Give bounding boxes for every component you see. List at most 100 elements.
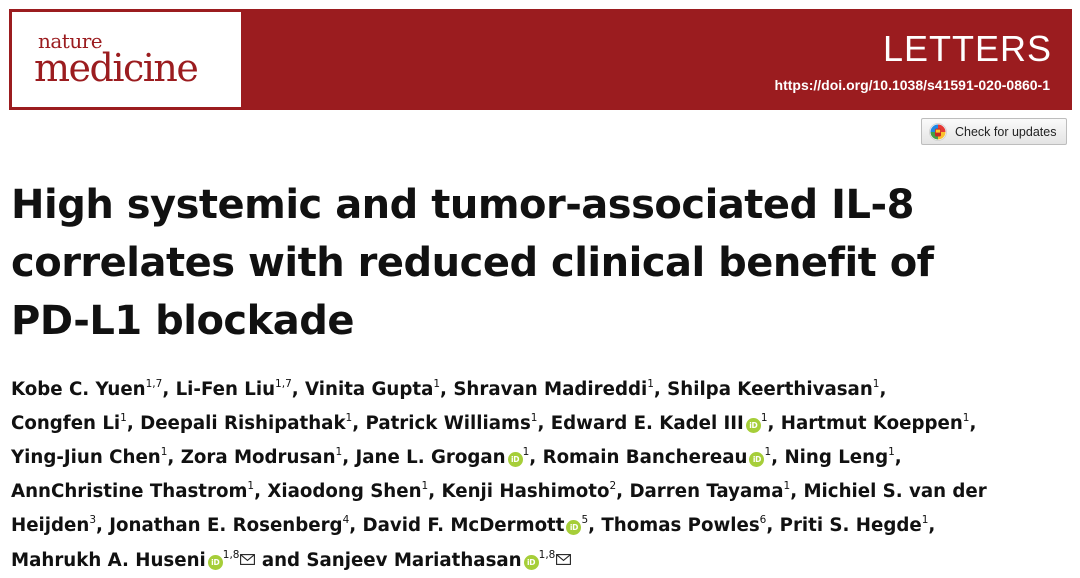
author-name[interactable]: Jonathan E. Rosenberg4	[109, 515, 349, 536]
orcid-icon[interactable]: iD	[745, 418, 761, 433]
affiliation-superscript: 1	[760, 412, 768, 424]
author-name[interactable]: Vinita Gupta1	[305, 379, 440, 400]
author-name[interactable]: Heijden3	[11, 515, 96, 536]
author-name-text: Thomas Powles	[601, 515, 760, 536]
author-name-text: Romain Banchereau	[542, 447, 748, 468]
author-name[interactable]: Ying-Jiun Chen1	[11, 447, 167, 468]
affiliation-superscript: 1	[764, 446, 772, 458]
email-icon[interactable]	[240, 543, 256, 565]
author-name[interactable]: Zora Modrusan1	[181, 447, 343, 468]
author-name-text: Michiel S. van der	[803, 481, 987, 502]
author-name[interactable]: Jane L. Grogan iD1	[355, 447, 529, 468]
author-name-text: David F. McDermott	[362, 515, 565, 536]
author-name[interactable]: Edward E. Kadel III iD1	[551, 413, 768, 434]
separator: ,	[653, 379, 661, 400]
title-line: PD-L1 blockade	[11, 298, 355, 344]
author-name[interactable]: Darren Tayama1	[629, 481, 790, 502]
author-name[interactable]: Kenji Hashimoto2	[441, 481, 616, 502]
email-icon[interactable]	[556, 543, 572, 565]
orcid-icon[interactable]: iD	[507, 452, 523, 467]
author-name-text: Xiaodong Shen	[267, 481, 422, 502]
author-name-text: Congfen Li	[11, 413, 121, 434]
affiliation-superscript: 6	[759, 514, 767, 526]
separator: ,	[766, 515, 774, 536]
title-line: correlates with reduced clinical benefit…	[11, 240, 934, 286]
separator: ,	[342, 447, 350, 468]
separator: ,	[928, 515, 936, 536]
check-for-updates-label: Check for updates	[955, 124, 1057, 139]
author-name-text: Li-Fen Liu	[175, 379, 276, 400]
affiliation-superscript: 3	[89, 514, 97, 526]
orcid-icon[interactable]: iD	[523, 555, 539, 570]
author-name-text: Priti S. Hegde	[779, 515, 922, 536]
separator: ,	[96, 515, 103, 536]
author-name[interactable]: Congfen Li1	[11, 413, 127, 434]
author-name[interactable]: Mahrukh A. Huseni iD1,8	[11, 549, 256, 571]
affiliation-superscript: 1	[433, 378, 441, 390]
author-name[interactable]: AnnChristine Thastrom1	[11, 481, 254, 502]
logo-medicine-text: medicine	[34, 46, 199, 90]
author-line: Kobe C. Yuen1,7, Li-Fen Liu1,7, Vinita G…	[11, 373, 1071, 407]
affiliation-superscript: 1	[647, 378, 654, 390]
affiliation-superscript: 1	[120, 412, 127, 424]
author-name-text: Mahrukh A. Huseni	[11, 550, 206, 571]
author-name[interactable]: Xiaodong Shen1	[267, 481, 428, 502]
author-name[interactable]: Deepali Rishipathak1	[140, 413, 352, 434]
author-name-text: Shravan Madireddi	[453, 379, 648, 400]
author-name[interactable]: Shravan Madireddi1	[453, 379, 654, 400]
affiliation-superscript: 1	[421, 480, 429, 492]
author-name-text: Sanjeev Mariathasan	[306, 550, 522, 571]
separator: ,	[167, 447, 175, 468]
author-line: AnnChristine Thastrom1, Xiaodong Shen1, …	[11, 475, 1071, 509]
author-name[interactable]: Michiel S. van der	[803, 481, 986, 502]
author-name[interactable]: Romain Banchereau iD1	[543, 447, 772, 468]
separator: ,	[352, 413, 360, 434]
author-name-text: Patrick Williams	[365, 413, 531, 434]
section-label: LETTERS	[882, 28, 1052, 69]
separator: and	[255, 550, 301, 571]
journal-logo[interactable]: nature medicine	[12, 12, 241, 107]
author-name[interactable]: Ning Leng1	[784, 447, 894, 468]
orcid-icon[interactable]: iD	[749, 452, 765, 467]
affiliation-superscript: 1	[888, 446, 895, 458]
author-name[interactable]: David F. McDermott iD5	[363, 515, 589, 536]
separator: ,	[894, 447, 902, 468]
author-name-text: Shilpa Keerthivasan	[667, 379, 873, 400]
author-name[interactable]: Sanjeev Mariathasan iD1,8	[306, 550, 572, 571]
separator: ,	[291, 379, 299, 400]
affiliation-superscript: 1	[962, 412, 970, 424]
separator: ,	[428, 481, 436, 502]
affiliation-superscript: 1	[335, 446, 343, 458]
doi-link[interactable]: https://doi.org/10.1038/s41591-020-0860-…	[774, 77, 1050, 93]
separator: ,	[969, 413, 977, 434]
orcid-icon[interactable]: iD	[566, 520, 582, 535]
author-name[interactable]: Hartmut Koeppen1	[781, 413, 970, 434]
author-name-text: Zora Modrusan	[180, 447, 336, 468]
author-name[interactable]: Kobe C. Yuen1,7	[11, 379, 162, 400]
author-line: Heijden3, Jonathan E. Rosenberg4, David …	[11, 509, 1071, 543]
author-name-text: Vinita Gupta	[305, 379, 434, 400]
author-name-text: Kenji Hashimoto	[441, 481, 610, 502]
affiliation-superscript: 2	[609, 480, 617, 492]
separator: ,	[126, 413, 134, 434]
author-line: Mahrukh A. Huseni iD1,8 and Sanjeev Maria…	[11, 543, 1071, 578]
author-name-text: AnnChristine Thastrom	[11, 481, 248, 502]
author-name[interactable]: Patrick Williams1	[366, 413, 538, 434]
author-name[interactable]: Li-Fen Liu1,7	[176, 379, 292, 400]
affiliation-superscript: 1	[872, 378, 880, 390]
journal-banner: nature medicine LETTERS https://doi.org/…	[9, 9, 1072, 110]
author-name[interactable]: Shilpa Keerthivasan1	[667, 379, 879, 400]
author-list: Kobe C. Yuen1,7, Li-Fen Liu1,7, Vinita G…	[11, 373, 1071, 578]
article-title: High systemic and tumor-associated IL-8 …	[11, 176, 1011, 350]
check-for-updates-button[interactable]: Check for updates	[921, 118, 1067, 145]
author-name-text: Ning Leng	[784, 447, 889, 468]
affiliation-superscript: 1	[247, 480, 255, 492]
author-name[interactable]: Thomas Powles6	[601, 515, 766, 536]
separator: ,	[879, 379, 887, 400]
separator: ,	[771, 447, 779, 468]
separator: ,	[349, 515, 357, 536]
separator: ,	[588, 515, 596, 536]
author-name[interactable]: Priti S. Hegde1	[780, 515, 929, 536]
orcid-icon[interactable]: iD	[207, 555, 223, 570]
affiliation-superscript: 1,8	[222, 549, 240, 561]
